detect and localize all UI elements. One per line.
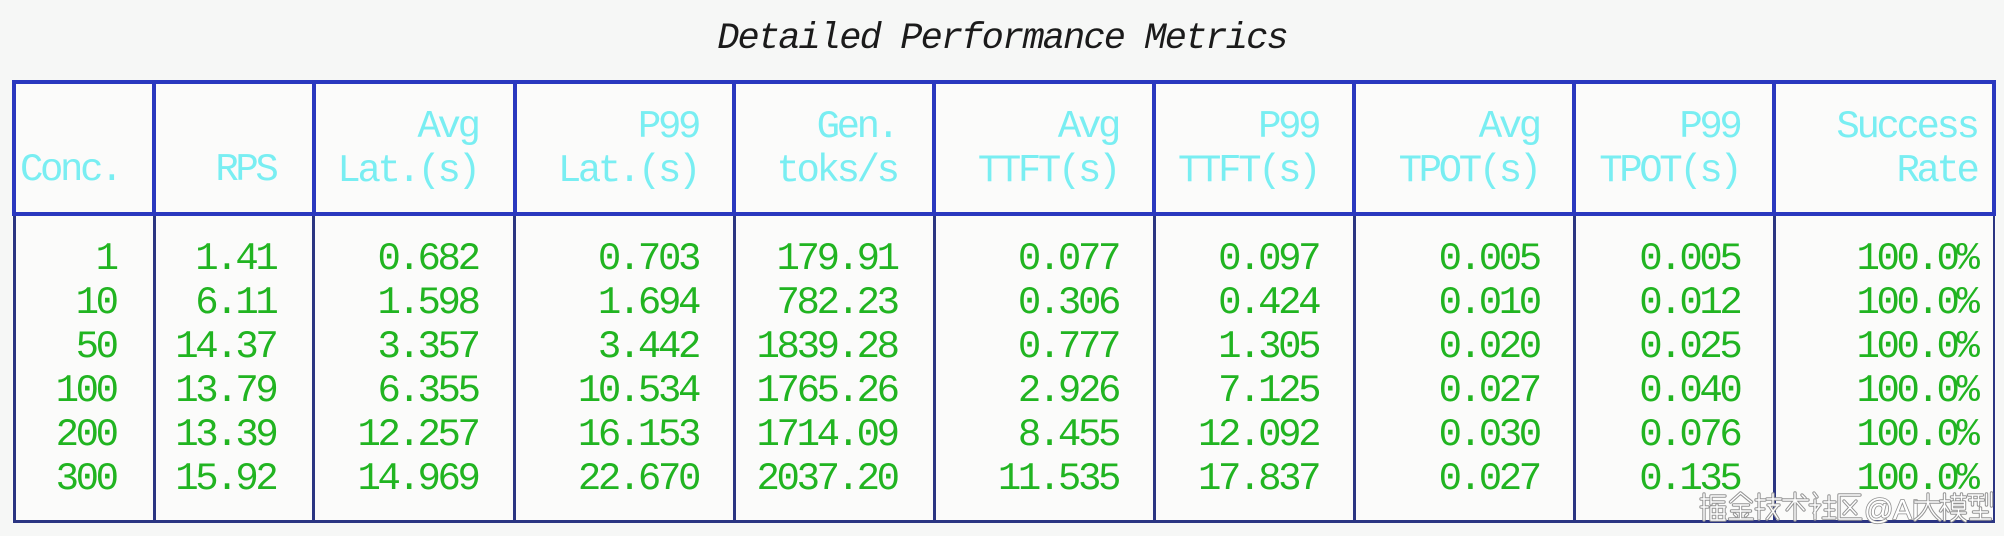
svg-text:@: @ bbox=[1864, 494, 1893, 526]
svg-text:AI: AI bbox=[1893, 494, 1919, 525]
